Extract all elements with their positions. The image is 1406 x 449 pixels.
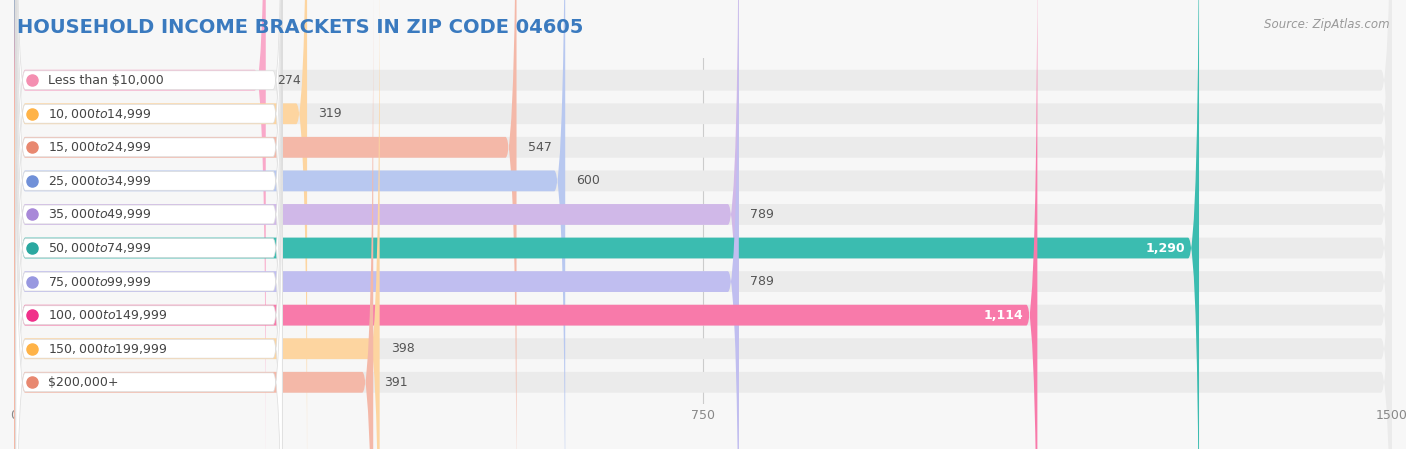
Text: $75,000 to $99,999: $75,000 to $99,999 <box>48 275 152 289</box>
FancyBboxPatch shape <box>14 0 1392 449</box>
FancyBboxPatch shape <box>14 0 307 449</box>
Text: 1,114: 1,114 <box>984 308 1024 321</box>
Text: 789: 789 <box>749 208 773 221</box>
FancyBboxPatch shape <box>14 0 1392 449</box>
FancyBboxPatch shape <box>14 0 1392 449</box>
Text: 600: 600 <box>576 174 600 187</box>
Text: Less than $10,000: Less than $10,000 <box>48 74 163 87</box>
FancyBboxPatch shape <box>14 0 1392 449</box>
Text: 391: 391 <box>384 376 408 389</box>
FancyBboxPatch shape <box>14 0 373 449</box>
FancyBboxPatch shape <box>15 0 283 406</box>
Text: $200,000+: $200,000+ <box>48 376 118 389</box>
FancyBboxPatch shape <box>14 0 1392 449</box>
Text: Source: ZipAtlas.com: Source: ZipAtlas.com <box>1264 18 1389 31</box>
Text: $35,000 to $49,999: $35,000 to $49,999 <box>48 207 152 221</box>
FancyBboxPatch shape <box>14 0 738 449</box>
FancyBboxPatch shape <box>14 0 380 449</box>
Text: 398: 398 <box>391 342 415 355</box>
Text: $100,000 to $149,999: $100,000 to $149,999 <box>48 308 167 322</box>
FancyBboxPatch shape <box>14 0 1199 449</box>
FancyBboxPatch shape <box>15 0 283 449</box>
FancyBboxPatch shape <box>14 0 1392 449</box>
Text: $10,000 to $14,999: $10,000 to $14,999 <box>48 107 152 121</box>
FancyBboxPatch shape <box>14 0 1392 449</box>
FancyBboxPatch shape <box>15 0 283 449</box>
Text: $15,000 to $24,999: $15,000 to $24,999 <box>48 141 152 154</box>
FancyBboxPatch shape <box>14 0 1392 449</box>
Text: 1,290: 1,290 <box>1146 242 1185 255</box>
FancyBboxPatch shape <box>15 0 283 449</box>
FancyBboxPatch shape <box>14 0 1038 449</box>
FancyBboxPatch shape <box>15 0 283 449</box>
FancyBboxPatch shape <box>14 0 1392 449</box>
Text: 547: 547 <box>527 141 551 154</box>
FancyBboxPatch shape <box>15 0 283 449</box>
Text: $25,000 to $34,999: $25,000 to $34,999 <box>48 174 152 188</box>
Text: $50,000 to $74,999: $50,000 to $74,999 <box>48 241 152 255</box>
Text: HOUSEHOLD INCOME BRACKETS IN ZIP CODE 04605: HOUSEHOLD INCOME BRACKETS IN ZIP CODE 04… <box>17 18 583 37</box>
FancyBboxPatch shape <box>14 0 565 449</box>
FancyBboxPatch shape <box>14 0 516 449</box>
Text: 319: 319 <box>318 107 342 120</box>
FancyBboxPatch shape <box>14 0 738 449</box>
Text: $150,000 to $199,999: $150,000 to $199,999 <box>48 342 167 356</box>
FancyBboxPatch shape <box>15 22 283 449</box>
Text: 789: 789 <box>749 275 773 288</box>
FancyBboxPatch shape <box>15 56 283 449</box>
FancyBboxPatch shape <box>14 0 1392 449</box>
FancyBboxPatch shape <box>14 0 266 449</box>
FancyBboxPatch shape <box>15 0 283 440</box>
Text: 274: 274 <box>277 74 301 87</box>
FancyBboxPatch shape <box>15 0 283 449</box>
